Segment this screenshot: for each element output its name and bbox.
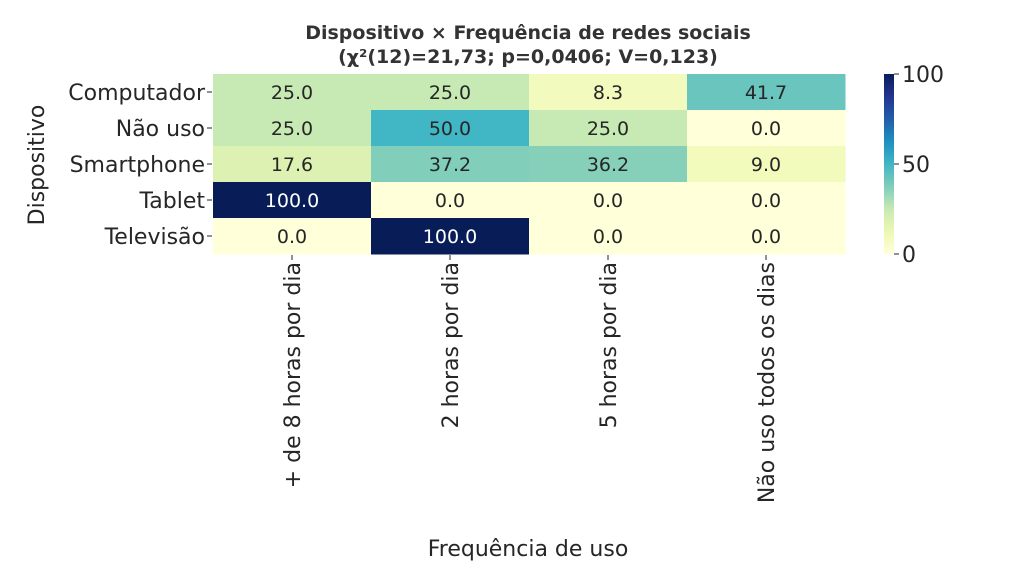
cell-value-label: 0.0 <box>277 226 307 248</box>
chart-subtitle: (χ²(12)=21,73; p=0,0406; V=0,123) <box>338 46 718 68</box>
heatmap-cell <box>529 110 688 147</box>
cell-value-label: 0.0 <box>751 190 781 212</box>
heatmap-cell <box>213 74 372 111</box>
cell-value-label: 41.7 <box>745 82 787 104</box>
x-tick-label: 2 horas por dia <box>439 262 464 428</box>
cell-value-label: 100.0 <box>265 190 319 212</box>
heatmap-cell <box>687 146 846 183</box>
y-tick-label: Computador <box>68 81 206 106</box>
heatmap-cell <box>529 74 688 111</box>
cell-value-label: 100.0 <box>423 226 477 248</box>
heatmap-cell <box>529 218 688 255</box>
heatmap-cell <box>213 146 372 183</box>
heatmap-cell <box>213 182 372 219</box>
cell-value-label: 25.0 <box>271 82 313 104</box>
y-tick-label: Não uso <box>116 117 205 142</box>
cell-value-label: 25.0 <box>587 118 629 140</box>
x-tick-label: Não uso todos os dias <box>755 262 780 503</box>
heatmap-cell <box>213 110 372 147</box>
colorbar-tick-label: 100 <box>902 63 944 88</box>
cell-value-label: 9.0 <box>751 154 781 176</box>
y-tick-label: Televisão <box>104 225 205 250</box>
heatmap-cell <box>371 146 530 183</box>
cell-value-label: 0.0 <box>751 118 781 140</box>
x-tick-label: 5 horas por dia <box>597 262 622 428</box>
heatmap-cell <box>687 74 846 111</box>
x-axis-label: Frequência de uso <box>428 537 629 562</box>
heatmap-cells: 25.0 25.0 8.3 41.7 25.0 50.0 25.0 0.0 17.6 37.2 36… <box>213 74 846 255</box>
cell-value-label: 0.0 <box>435 190 465 212</box>
heatmap-cell <box>371 74 530 111</box>
heatmap-cell <box>213 218 372 255</box>
colorbar-tick-label: 50 <box>902 153 930 178</box>
x-tick-label: + de 8 horas por dia <box>281 262 306 488</box>
heatmap-cell <box>529 182 688 219</box>
cell-value-label: 8.3 <box>593 82 623 104</box>
heatmap-cell <box>687 110 846 147</box>
cell-value-label: 0.0 <box>593 226 623 248</box>
chart-title: Dispositivo × Frequência de redes sociai… <box>305 22 751 44</box>
cell-value-label: 50.0 <box>429 118 471 140</box>
heatmap-cell <box>371 110 530 147</box>
heatmap-cell <box>687 218 846 255</box>
y-axis-label: Dispositivo <box>25 105 50 226</box>
colorbar: 0 50 100 <box>884 63 944 268</box>
y-axis-ticks: Computador Não uso Smartphone Tablet Televis… <box>68 81 212 250</box>
heatmap-cell <box>371 182 530 219</box>
x-axis-ticks: + de 8 horas por dia 2 horas por dia 5 hor… <box>281 255 780 503</box>
y-tick-label: Tablet <box>138 189 205 214</box>
cell-value-label: 0.0 <box>751 226 781 248</box>
y-tick-label: Smartphone <box>70 153 205 178</box>
colorbar-gradient <box>884 74 894 254</box>
heatmap-cell <box>371 218 530 255</box>
cell-value-label: 36.2 <box>587 154 629 176</box>
cell-value-label: 37.2 <box>429 154 471 176</box>
colorbar-tick-label: 0 <box>902 243 916 268</box>
heatmap-cell <box>529 146 688 183</box>
cell-value-label: 25.0 <box>429 82 471 104</box>
cell-value-label: 25.0 <box>271 118 313 140</box>
cell-value-label: 0.0 <box>593 190 623 212</box>
heatmap-cell <box>687 182 846 219</box>
cell-value-label: 17.6 <box>271 154 313 176</box>
